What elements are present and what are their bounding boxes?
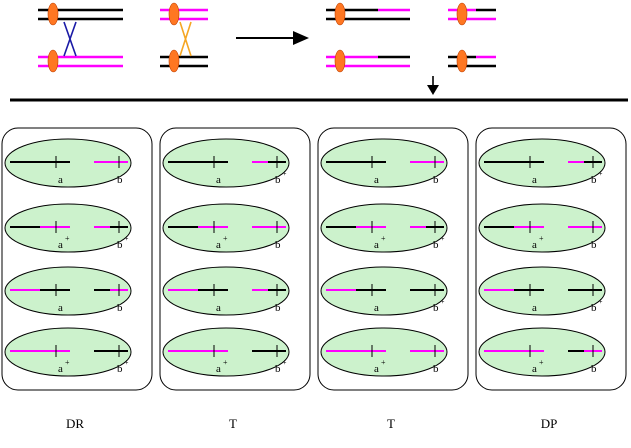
tetrad-2: a b+a+ba ba+b+T <box>159 127 311 431</box>
allele-a-label: a <box>374 363 379 375</box>
spore: a+b+ <box>4 203 132 253</box>
spore: a b+ <box>162 138 290 188</box>
crossover-blue-x <box>63 21 77 57</box>
spore: a b+ <box>478 138 606 188</box>
allele-b-plus: + <box>598 169 603 178</box>
allele-b-label: b <box>591 302 597 314</box>
allele-a-plus: + <box>381 234 386 243</box>
spore: a+ b <box>320 327 448 377</box>
bivalent-pair-right <box>160 2 208 73</box>
allele-a-plus: + <box>65 234 70 243</box>
crossover-orange-x <box>179 21 192 57</box>
tetrad-caption: DR <box>66 416 84 431</box>
allele-a-plus: + <box>223 234 228 243</box>
spore: a+ b <box>478 203 606 253</box>
allele-b-plus: + <box>124 358 129 367</box>
allele-a-label: a <box>374 174 379 186</box>
tetrad-4: a b+a+ba b+a+bDP <box>475 127 627 431</box>
allele-a-label: a <box>532 174 537 186</box>
allele-a-label: a <box>58 239 63 251</box>
tetrads: a ba+b+a ba+b+DRa b+a+ba ba+b+Ta ba+b+a b+a+bT… <box>1 127 627 431</box>
allele-a-label: a <box>532 302 537 314</box>
allele-a-label: a <box>216 302 221 314</box>
allele-a-label: a <box>374 239 379 251</box>
ascus-box <box>159 127 311 391</box>
allele-b-label: b <box>433 363 439 375</box>
spore: a b+ <box>320 266 448 316</box>
allele-b-label: b <box>591 239 597 251</box>
bivalent-pair-left <box>38 2 123 73</box>
recombinant-pair-left <box>326 2 410 73</box>
spore: a+b+ <box>162 327 290 377</box>
allele-b-label: b <box>275 239 281 251</box>
centromere <box>47 2 59 26</box>
allele-b-plus: + <box>440 234 445 243</box>
ascus-box <box>317 127 469 391</box>
allele-a-plus: + <box>65 358 70 367</box>
spore: a+ b <box>162 203 290 253</box>
allele-b-label: b <box>117 363 123 375</box>
allele-a-label: a <box>374 302 379 314</box>
allele-b-label: b <box>275 302 281 314</box>
tetrad-caption: DP <box>541 416 558 431</box>
centromere <box>334 49 346 73</box>
allele-b-label: b <box>117 302 123 314</box>
allele-a-label: a <box>58 363 63 375</box>
tetrad-1: a ba+b+a ba+b+DR <box>1 127 153 431</box>
tetrad-3: a ba+b+a b+a+bT <box>317 127 469 431</box>
allele-a-label: a <box>216 363 221 375</box>
allele-b-plus: + <box>124 234 129 243</box>
allele-a-label: a <box>532 239 537 251</box>
centromere <box>456 2 468 26</box>
spore: a+b+ <box>320 203 448 253</box>
ascus-box <box>1 127 153 391</box>
spore: a b+ <box>478 266 606 316</box>
crossover-schematic <box>10 2 628 102</box>
arrow-down-icon <box>427 76 439 95</box>
recombinant-pair-right <box>448 2 496 73</box>
allele-a-plus: + <box>381 358 386 367</box>
allele-a-label: a <box>532 363 537 375</box>
allele-a-label: a <box>58 174 63 186</box>
centromere <box>168 49 180 73</box>
centromere <box>168 2 180 26</box>
allele-b-label: b <box>117 174 123 186</box>
centromere <box>456 49 468 73</box>
allele-b-plus: + <box>598 297 603 306</box>
allele-b-label: b <box>433 174 439 186</box>
spore: a+b+ <box>4 327 132 377</box>
allele-a-plus: + <box>223 358 228 367</box>
tetrad-caption: T <box>229 416 237 431</box>
allele-a-label: a <box>58 302 63 314</box>
allele-b-label: b <box>275 363 281 375</box>
arrow-right-icon <box>236 31 309 45</box>
centromere <box>47 49 59 73</box>
allele-a-plus: + <box>539 358 544 367</box>
allele-b-plus: + <box>282 169 287 178</box>
allele-b-label: b <box>433 239 439 251</box>
allele-a-plus: + <box>539 234 544 243</box>
allele-a-label: a <box>216 239 221 251</box>
allele-b-label: b <box>591 174 597 186</box>
spore: a+ b <box>478 327 606 377</box>
allele-b-label: b <box>433 302 439 314</box>
allele-b-plus: + <box>440 297 445 306</box>
allele-b-label: b <box>117 239 123 251</box>
ascus-box <box>475 127 627 391</box>
allele-b-label: b <box>275 174 281 186</box>
allele-b-plus: + <box>282 358 287 367</box>
allele-b-label: b <box>591 363 597 375</box>
tetrad-caption: T <box>387 416 395 431</box>
allele-a-label: a <box>216 174 221 186</box>
centromere <box>334 2 346 26</box>
